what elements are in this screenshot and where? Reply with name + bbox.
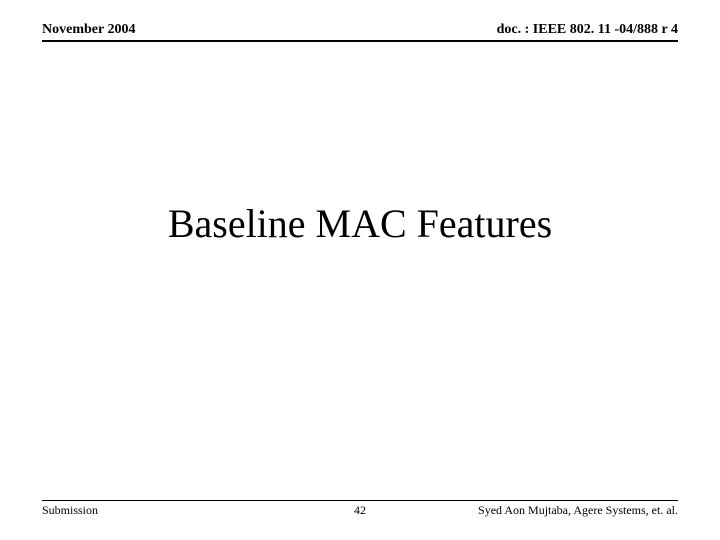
footer-bar: Submission 42 Syed Aon Mujtaba, Agere Sy…	[42, 500, 678, 518]
footer-left-label: Submission	[42, 503, 98, 518]
header-bar: November 2004 doc. : IEEE 802. 11 -04/88…	[42, 22, 678, 42]
footer-author: Syed Aon Mujtaba, Agere Systems, et. al.	[478, 503, 678, 518]
slide-title: Baseline MAC Features	[0, 200, 720, 247]
header-doc-id: doc. : IEEE 802. 11 -04/888 r 4	[497, 22, 678, 38]
footer-page-number: 42	[354, 503, 366, 518]
header-date: November 2004	[42, 22, 135, 38]
